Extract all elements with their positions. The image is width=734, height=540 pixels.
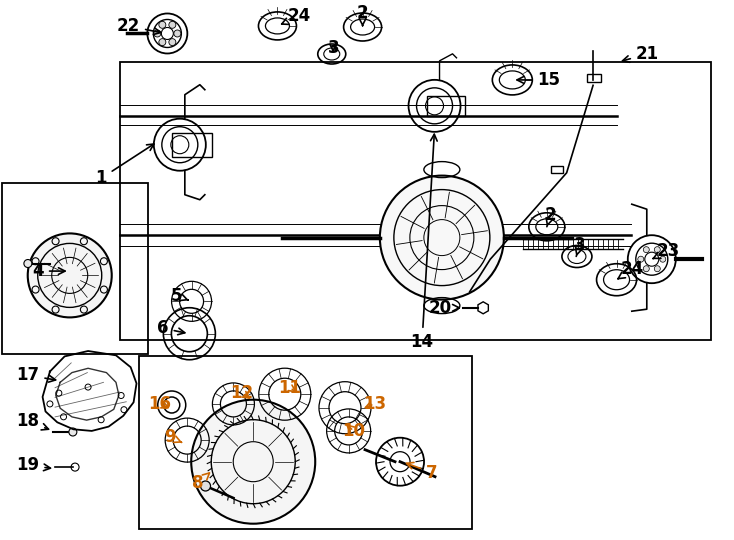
Circle shape	[159, 39, 166, 46]
Circle shape	[643, 266, 650, 272]
Text: 18: 18	[16, 412, 48, 430]
Text: 24: 24	[282, 7, 311, 25]
Bar	[550, 166, 562, 173]
Text: 9: 9	[164, 428, 181, 447]
Text: 3: 3	[574, 235, 586, 256]
Text: 17: 17	[16, 366, 56, 384]
Text: 23: 23	[653, 242, 680, 260]
Bar	[172, 133, 212, 157]
Circle shape	[654, 266, 661, 272]
Text: 2: 2	[357, 4, 368, 26]
Text: 5: 5	[171, 287, 188, 305]
Circle shape	[169, 21, 176, 28]
Bar	[587, 74, 601, 82]
Text: 14: 14	[410, 134, 437, 351]
Circle shape	[28, 233, 112, 318]
Text: 12: 12	[230, 384, 254, 402]
Circle shape	[69, 428, 77, 436]
Circle shape	[24, 260, 32, 267]
Text: 8: 8	[192, 473, 209, 492]
Circle shape	[174, 30, 181, 37]
Text: 16: 16	[148, 395, 172, 413]
Circle shape	[169, 39, 176, 46]
Text: 24: 24	[618, 260, 644, 279]
Text: 22: 22	[117, 17, 161, 35]
Text: 10: 10	[342, 422, 366, 440]
Circle shape	[643, 247, 650, 253]
Text: 19: 19	[16, 456, 51, 475]
Circle shape	[154, 30, 161, 37]
Text: 2: 2	[545, 206, 556, 227]
Text: 11: 11	[278, 379, 302, 397]
Circle shape	[654, 247, 661, 253]
Text: 4: 4	[32, 262, 65, 280]
Circle shape	[159, 21, 166, 28]
Bar	[2, 183, 148, 354]
Text: 3: 3	[327, 38, 339, 57]
Bar	[139, 356, 472, 529]
Circle shape	[638, 256, 644, 262]
Circle shape	[380, 176, 504, 300]
Text: 1: 1	[95, 144, 154, 187]
Text: 21: 21	[622, 45, 659, 63]
Text: 6: 6	[157, 319, 185, 338]
Bar	[426, 96, 465, 116]
Circle shape	[200, 481, 211, 491]
Text: 7: 7	[407, 462, 437, 482]
Text: 15: 15	[517, 71, 561, 89]
Circle shape	[192, 400, 315, 524]
Circle shape	[660, 256, 666, 262]
Text: 13: 13	[363, 395, 386, 413]
Text: 20: 20	[429, 299, 459, 317]
